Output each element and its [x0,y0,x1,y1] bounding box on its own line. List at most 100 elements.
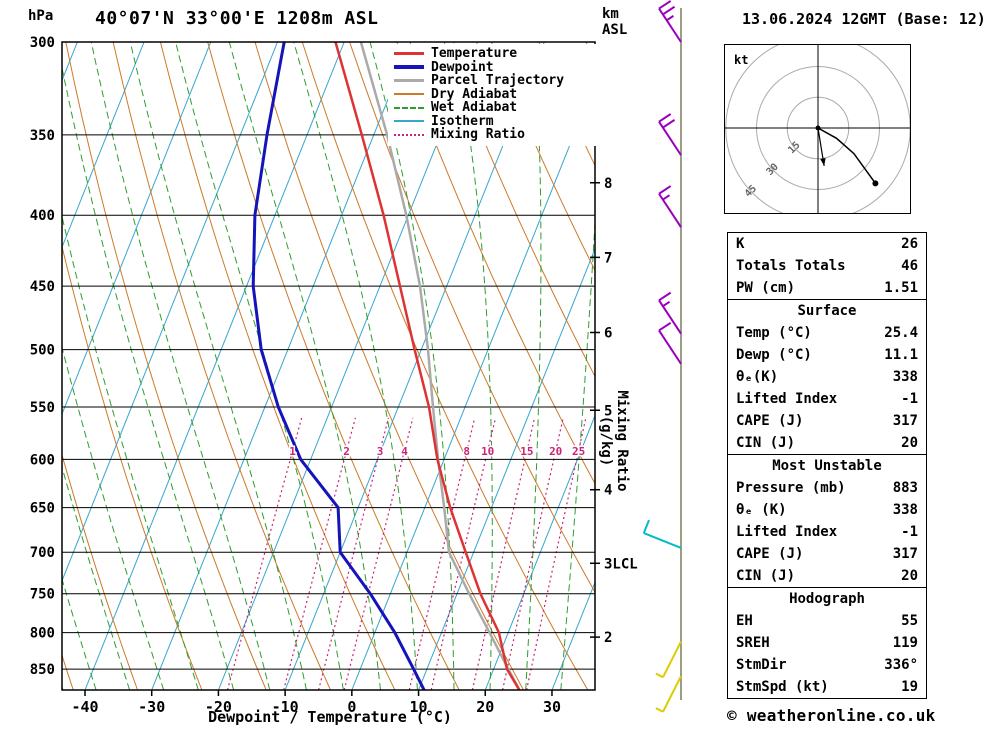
table-row-value: 26 [901,236,918,252]
altitude-axis-label: km ASL [602,6,627,38]
table-row-value: 1.51 [884,280,918,296]
table-row-value: 317 [892,546,918,562]
pressure-tick-label: 850 [30,662,55,678]
table-row-label: PW (cm) [736,280,796,296]
table-row-label: StmSpd (kt) [736,679,829,695]
plot-border [61,41,596,691]
legend-line-sample [394,79,424,83]
table-row-label: EH [736,613,753,629]
mixing-ratio-value-label: 3 [377,445,384,458]
wet-adiabat-line [0,42,30,690]
pressure-tick-label: 400 [30,208,55,224]
table-section: K 26 Totals Totals 46 PW (cm) 1.51 [728,233,926,299]
table-row-label: θₑ (K) [736,502,787,518]
mixing-ratio-value-label: 2 [343,445,350,458]
station-title: 40°07'N 33°00'E 1208m ASL [95,8,379,29]
dry-adiabat-line [490,42,595,272]
pressure-tick-label: 300 [30,35,55,51]
legend-label: Parcel Trajectory [431,73,565,89]
table-row: EH 55 [728,610,926,632]
legend-line-sample [394,65,424,70]
asl-label: ASL [602,22,628,38]
dry-adiabat-line [349,42,595,594]
dry-adiabat-line [443,42,595,378]
table-row-label: CAPE (J) [736,546,804,562]
km-tick-label: 7 [604,250,612,266]
wind-barb [658,321,682,365]
legend-item: Dewpoint [394,60,600,75]
table-row-value: 336° [884,657,918,673]
table-row-value: 20 [901,435,918,451]
table-row-value: 883 [892,480,918,496]
mixing-ratio-value-label: 20 [549,445,562,458]
legend-line-sample [394,133,424,136]
table-row-value: 20 [901,568,918,584]
table-row: K 26 [728,233,926,255]
mixing-ratio-line [430,417,497,690]
table-row-label: Pressure (mb) [736,480,846,496]
table-section: Surface Temp (°C) 25.4 Dewp (°C) 11.1 θₑ(K) 33… [728,299,926,454]
legend-label: Isotherm [431,113,494,129]
legend-line-sample [394,106,424,109]
pressure-unit-label: hPa [28,8,54,24]
mixing-ratio-line [283,417,356,690]
table-row-value: 19 [901,679,918,695]
dry-adiabat-line [112,42,331,690]
km-tick-label: 3LCL [604,556,638,572]
dry-adiabat-line [159,42,396,690]
temp-tick-label: 10 [410,698,428,716]
pressure-tick-label: 350 [30,128,55,144]
pressure-tick-label: 800 [30,626,55,642]
legend-label: Temperature [431,46,518,62]
isotherm-line [0,42,11,690]
table-section: Hodograph EH 55 SREH 119 StmDir 336° StmSpd (kt… [728,587,926,698]
table-row-label: CAPE (J) [736,413,804,429]
table-row-value: 317 [892,413,918,429]
isotherm-line [284,42,545,690]
table-row: CIN (J) 20 [728,432,926,454]
table-row: StmDir 336° [728,654,926,676]
legend-item: Isotherm [394,113,600,129]
wet-adiabat-line [525,42,542,690]
storm-motion-arrowhead [820,158,826,166]
pressure-tick-label: 550 [30,400,55,416]
wind-barb [658,113,682,156]
dry-adiabat-line [207,42,460,690]
hodograph: 15 30 45 kt [724,44,911,214]
wet-adiabat-line [62,345,165,690]
legend-line-sample [394,52,424,56]
mixing-ratio-value-label: 25 [572,445,585,458]
table-section-header: Most Unstable [772,458,882,474]
pressure-tick-label: 750 [30,587,55,603]
wind-barb [655,641,682,679]
km-tick-label: 8 [604,176,612,192]
wet-adiabat-line [129,42,307,690]
wet-adiabat-line [175,42,344,690]
legend-item: Mixing Ratio [394,127,600,142]
hodograph-unit-label: kt [734,53,748,67]
isotherm-line [62,42,212,416]
table-section-header: Surface [797,303,857,319]
dry-adiabat-line [62,244,203,690]
pressure-tick-label: 500 [30,343,55,359]
isotherm-line [84,42,345,690]
table-row-label: StmDir [736,657,787,673]
table-row: Pressure (mb) 883 [728,477,926,499]
mixing-ratio-value-label: 4 [401,445,408,458]
mixing-ratio-value-label: 10 [481,445,494,458]
legend-item: Wet Adiabat [394,100,600,115]
table-row: SREH 119 [728,632,926,654]
table-row-label: θₑ(K) [736,369,779,385]
km-label: km [602,6,619,22]
mixing-ratio-line [526,417,587,690]
isotherm-line [217,42,479,690]
temperature-line [334,42,521,690]
temp-tick-label: 30 [543,698,561,716]
wind-barb [658,185,682,228]
wet-adiabat-line [90,42,271,690]
km-tick-label: 4 [604,483,612,499]
table-row-value: -1 [901,524,918,540]
isotherm-line [62,42,145,249]
hodograph-border [724,44,911,214]
